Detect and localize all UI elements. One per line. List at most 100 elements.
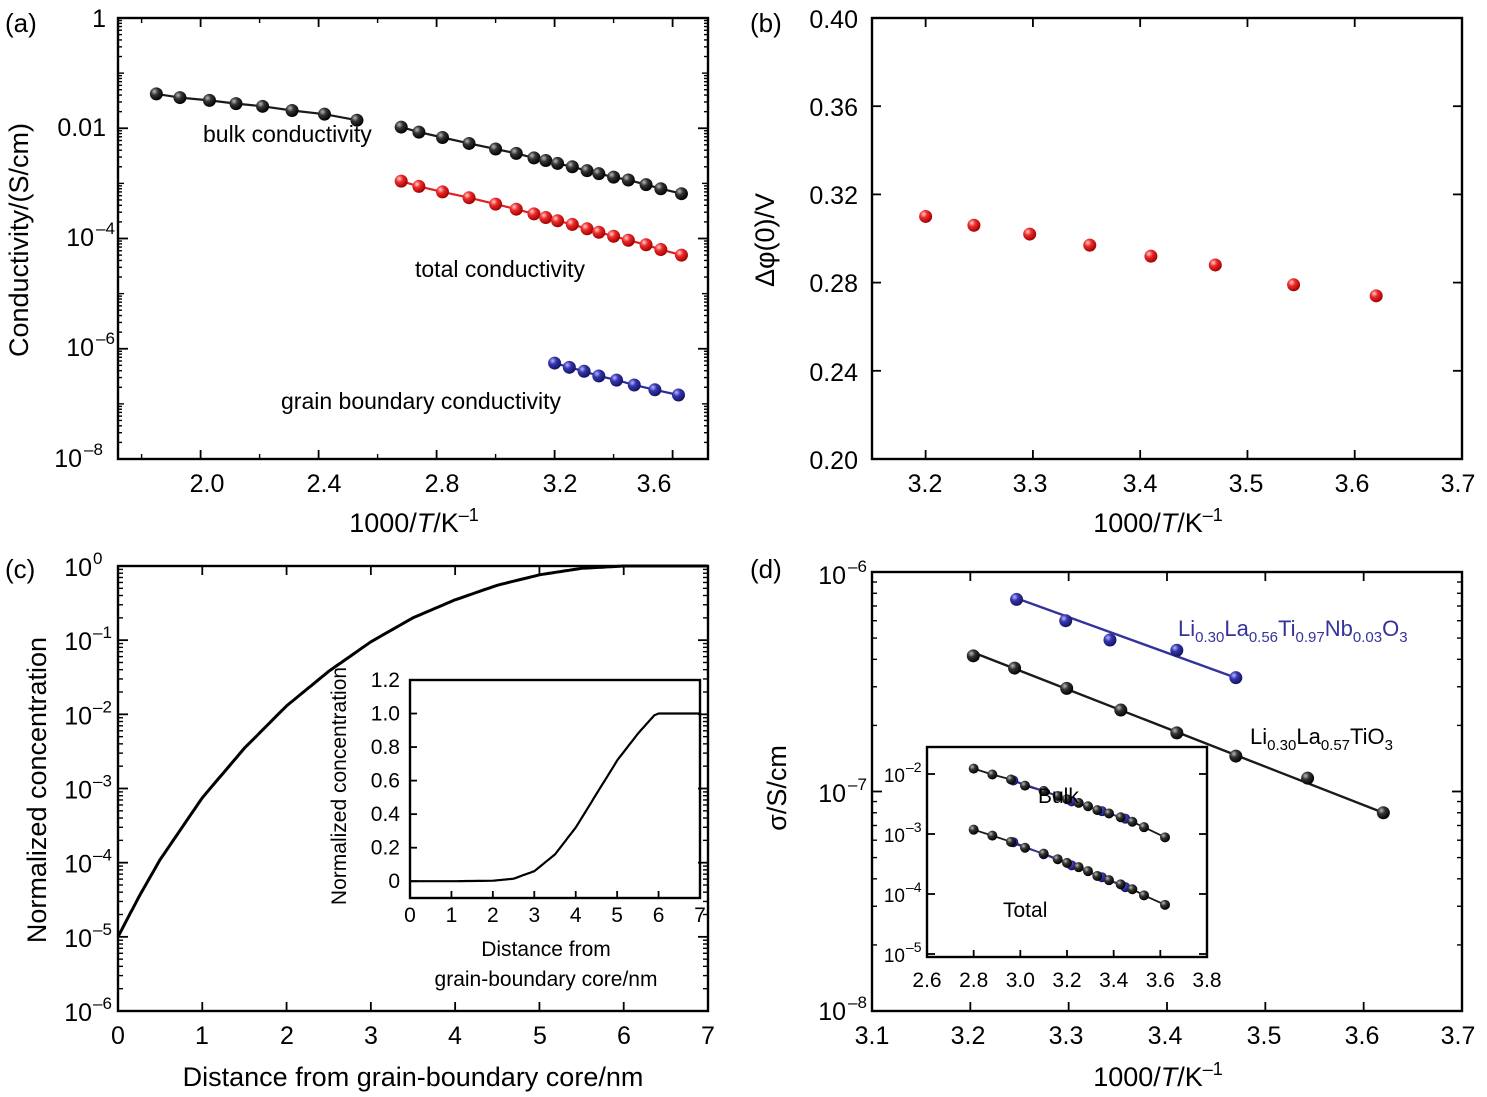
data-point-total (580, 222, 594, 236)
d-ytick: 10 (818, 780, 846, 808)
panel-c-inset-ticks (409, 679, 701, 898)
data-point-total (592, 225, 606, 239)
ci-xtick: 2 (487, 904, 499, 927)
inset-data-point-total (1127, 884, 1138, 895)
panel-d-inset-ticks (926, 773, 1208, 957)
c-xtick: 3 (364, 1022, 378, 1050)
a-xtick: 3.2 (543, 470, 578, 498)
a-ytick-exp: –4 (96, 219, 115, 238)
data-point-bulk (412, 125, 426, 139)
d-ytick: 10 (818, 562, 846, 590)
inset-data-point-total (1073, 862, 1084, 873)
data-point-total (394, 174, 408, 188)
d-ytick: 10 (818, 998, 846, 1026)
inset-data-point-total (1006, 836, 1016, 847)
c-ytick: 10 (64, 999, 92, 1027)
inset-data-point-total (987, 830, 998, 841)
data-point-delta-phi (1287, 278, 1301, 292)
inset-data-point-bulk (1020, 780, 1030, 791)
d-ytick-exp: –7 (848, 775, 867, 794)
a-xtick: 3.6 (637, 470, 672, 498)
di-ytick: 10 (884, 886, 905, 907)
c-xtick: 0 (111, 1022, 125, 1050)
b-ytick: 0.28 (809, 270, 858, 298)
data-point-undoped (966, 649, 980, 663)
panel-b-frame (870, 16, 1464, 461)
data-point-grain (610, 373, 624, 387)
data-point-bulk (436, 130, 449, 144)
inset-data-point-bulk (1038, 786, 1049, 797)
panel-d-label: (d) (750, 554, 782, 584)
panel-a-ylabel: Conductivity/(S/cm) (4, 123, 34, 357)
inset-data-point-bulk (987, 769, 998, 780)
data-point-delta-phi (1083, 238, 1097, 252)
panel-c-inset-frame (408, 678, 702, 900)
panel-b-xlabel: 1000/T/K–1 (1093, 505, 1223, 538)
c-ytick: 10 (64, 628, 92, 656)
b-ytick: 0.20 (809, 447, 858, 475)
panel-c-inset-xlabel-line2: grain-boundary core/nm (435, 968, 658, 991)
a-ytick-exp: –8 (84, 440, 103, 459)
panel-a-label: (a) (5, 8, 37, 38)
data-point-bulk (509, 146, 523, 160)
panel-c-label: (c) (5, 554, 35, 584)
annotation-total-conductivity: total conductivity (415, 256, 586, 282)
inset-data-point-total (1052, 854, 1063, 865)
panel-c-inset-xlabel-line1: Distance from (481, 938, 611, 961)
panel-d-ylabel: σ/S/cm (762, 745, 792, 831)
ci-xtick: 7 (694, 904, 706, 927)
panel-a-data (149, 87, 688, 402)
inset-data-point-bulk (1139, 822, 1149, 833)
c-ytick: 10 (64, 777, 92, 805)
data-point-delta-phi (1208, 258, 1222, 272)
di-ytick: 10 (884, 766, 905, 787)
d-xtick: 3.5 (1247, 1022, 1282, 1050)
di-xtick: 2.6 (912, 969, 941, 992)
inset-data-point-total (968, 824, 979, 835)
d-ytick-exp: –8 (848, 993, 867, 1012)
panel-d-y-ticklabels: 10 –6 10 –7 10 –8 (818, 557, 867, 1026)
data-point-delta-phi (967, 218, 981, 232)
data-point-grain (592, 369, 606, 383)
data-point-bulk (462, 136, 476, 150)
data-point-bulk (639, 178, 653, 192)
data-point-total (621, 233, 635, 247)
data-point-delta-phi (919, 209, 933, 223)
data-point-undoped (1114, 703, 1128, 717)
data-point-nb-doped (1229, 671, 1243, 685)
c-ytick-exp: –4 (93, 846, 112, 865)
panel-c-data (116, 564, 708, 938)
ci-ytick: 0.6 (371, 770, 400, 793)
data-point-bulk (318, 107, 331, 121)
a-ytick: 1 (92, 5, 106, 33)
b-ytick: 0.24 (809, 359, 858, 387)
panel-b-ylabel: Δφ(0)/V (750, 193, 780, 287)
inset-data-point-bulk (1160, 832, 1170, 843)
data-point-undoped (1376, 806, 1390, 820)
data-point-grain (627, 378, 641, 392)
panel-d: (d) 3.1 3.2 3.3 3.4 3.5 3.6 3.7 10 –6 10… (750, 554, 1475, 1092)
c-ytick-exp: –3 (93, 772, 112, 791)
panel-a-x-ticklabels: 2.0 2.4 2.8 3.2 3.6 (190, 470, 672, 498)
inset-data-point-bulk (1073, 797, 1084, 808)
data-point-bulk (394, 120, 408, 134)
d-xtick: 3.4 (1148, 1022, 1183, 1050)
c-ytick-exp: –6 (93, 994, 112, 1013)
inset-concentration-curve (410, 712, 700, 883)
di-xtick: 3.4 (1099, 969, 1129, 992)
inset-data-point-total (1092, 870, 1103, 881)
d-xtick: 3.7 (1441, 1022, 1476, 1050)
panel-a-xlabel: 1000/T/K–1 (349, 505, 479, 538)
panel-b-label: (b) (750, 8, 782, 38)
b-xtick: 3.2 (908, 470, 943, 498)
ci-ytick: 1.2 (371, 669, 400, 692)
ci-xtick: 0 (404, 904, 416, 927)
data-point-grain (577, 364, 591, 378)
panel-d-inset-ticklabels: 2.6 2.8 3.0 3.2 3.4 3.6 3.810 –210 –310 –410 –5 (884, 759, 1222, 992)
data-point-total (436, 185, 449, 199)
b-xtick: 3.7 (1441, 470, 1476, 498)
inset-data-point-total (1115, 879, 1126, 890)
concentration-curve (116, 564, 708, 938)
data-point-total (654, 243, 668, 257)
